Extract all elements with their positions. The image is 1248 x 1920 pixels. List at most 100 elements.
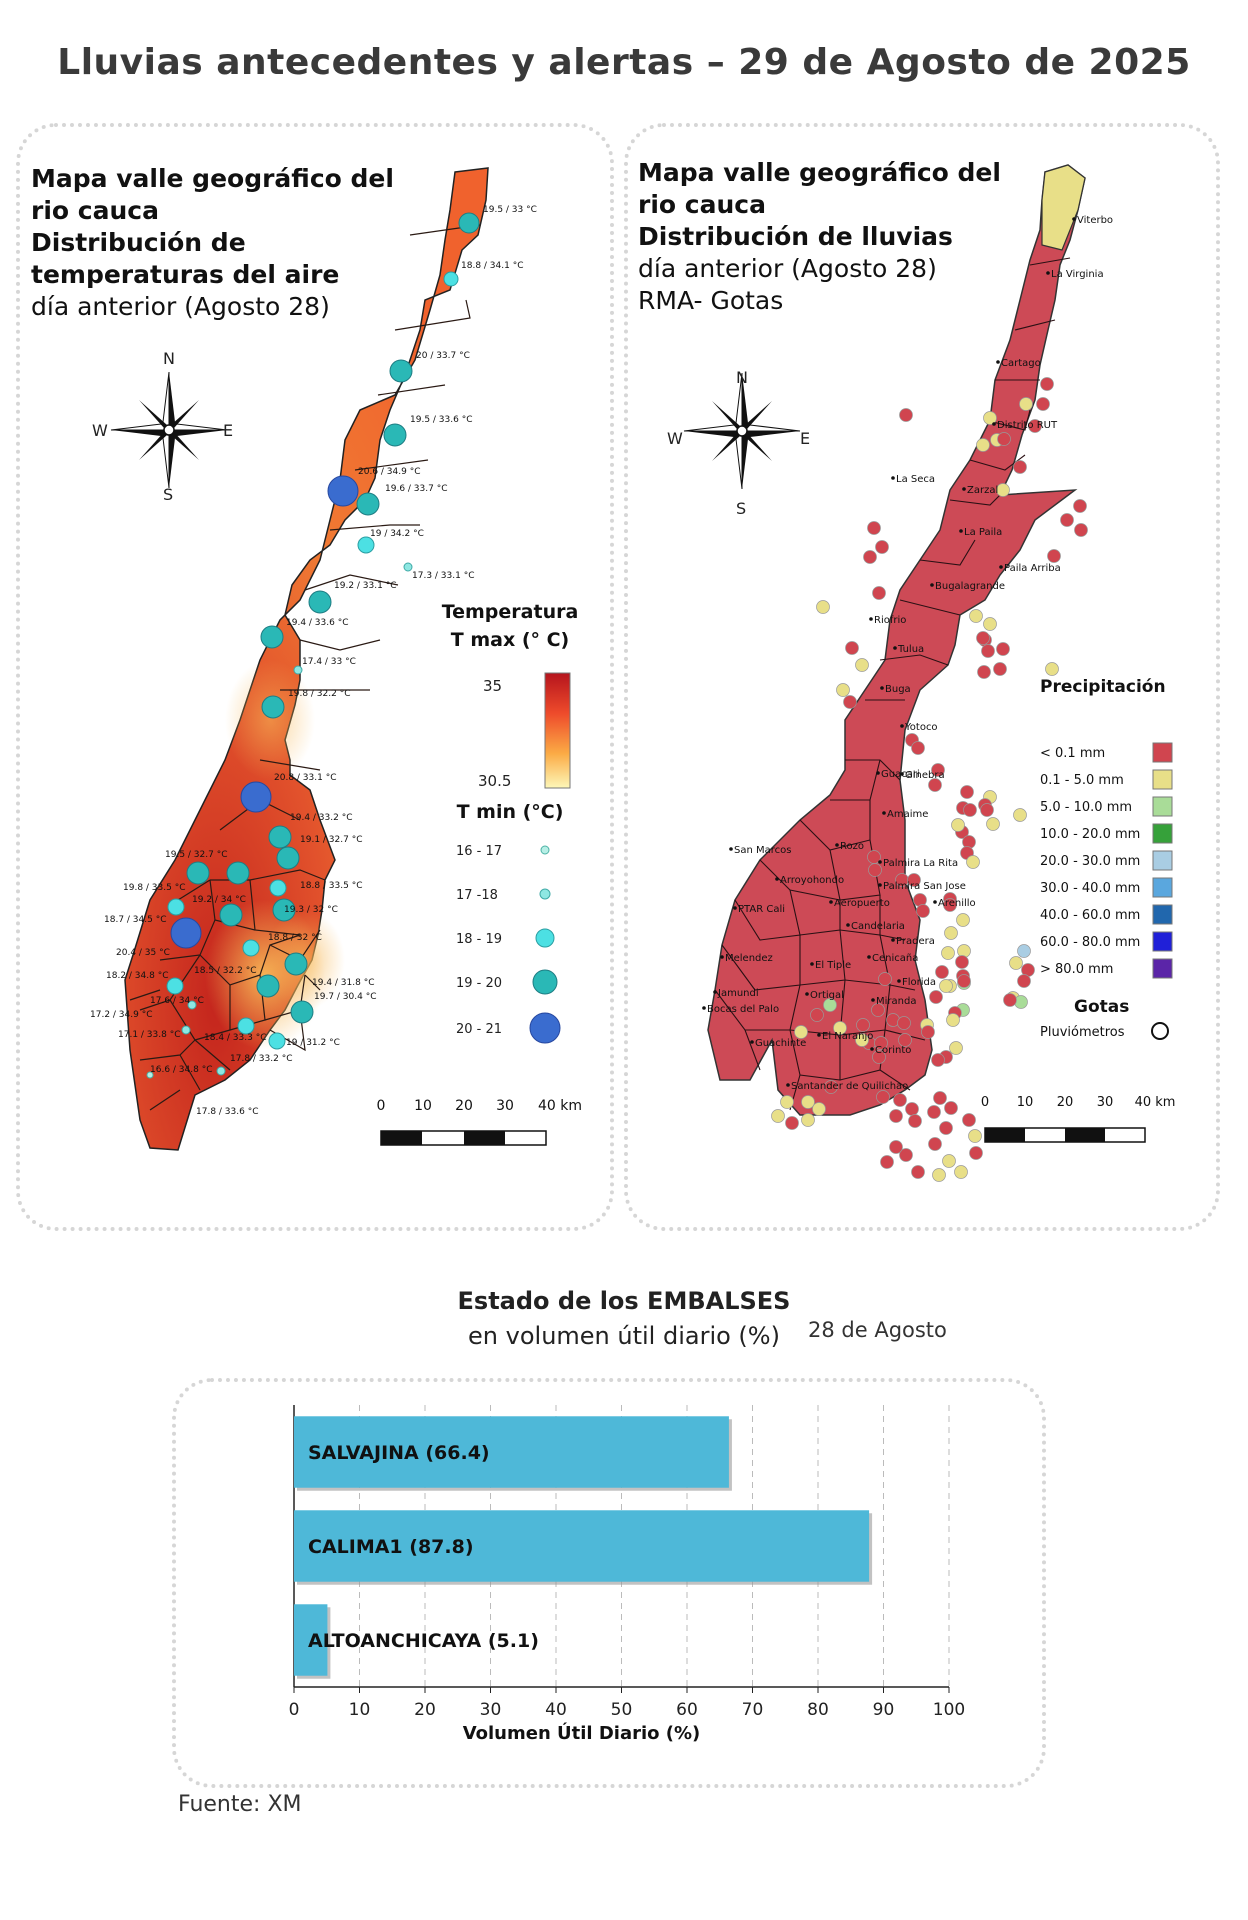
rain-gauge-dot [836,683,850,697]
place-marker [786,1083,790,1087]
rain-gauge-dot [801,1113,815,1127]
place-label: La Virginia [1051,269,1104,280]
station-label: 16.6 / 34.8 °C [150,1065,212,1075]
tmax-legend-min: 30.5 [478,772,511,790]
place-label: Amaime [887,809,928,820]
place-label: Ortigal [810,990,844,1001]
tmax-legend-max: 35 [483,677,502,695]
place-label: Cartago [1001,358,1041,369]
tmin-symbol-4 [532,969,558,995]
rain-gauge-dot [929,990,943,1004]
temperature-stations [146,212,480,1079]
place-label: Guachinte [755,1038,806,1049]
place-marker [900,772,904,776]
rain-gauge-dot [875,540,889,554]
gotas-title: Gotas [1074,997,1129,1017]
place-label: El Naranjo [822,1031,873,1042]
rain-legend-title: Precipitación [1040,677,1166,697]
rain-gauge-dot [956,913,970,927]
place-label: Pradera [896,936,935,947]
rain-gauge-dot [969,609,983,623]
rain-title-line-1: Mapa valle geográfico del [638,158,1001,187]
rain-title-line-2: rio cauca [638,190,766,219]
rain-gauge-dot [816,600,830,614]
place-label: Distrito RUT [997,420,1058,431]
x-tick-label: 50 [611,1700,633,1720]
rain-gauge-dot [968,1129,982,1143]
temperature-station-labels: 19.5 / 33 °C 18.8 / 34.1 °C 20 / 33.7 °C 19… [90,205,537,1117]
station-label: 19.8 / 32.2 °C [288,689,350,699]
tmin-class-1: 16 - 17 [456,844,502,859]
tmin-symbol-3 [535,928,555,948]
rain-gauge-dot [880,1155,894,1169]
rain-legend-swatch [1152,850,1173,871]
rain-gauge-dot [951,818,965,832]
rain-gauge-dot [928,1137,942,1151]
station-label: 19.6 / 33.7 °C [385,484,447,494]
reservoir-bar [294,1604,328,1676]
rain-gauge-dot [897,1016,911,1030]
svg-text:10: 10 [414,1098,432,1114]
rain-compass-e: E [800,429,810,448]
rain-gauge-dot [933,1091,947,1105]
place-label: Corinto [875,1045,911,1056]
rain-gauge-dot [941,946,955,960]
rain-gauge-dot [1003,993,1017,1007]
rain-gauge-dot [911,1165,925,1179]
place-marker [878,883,882,887]
rain-gauge-stations [771,377,1088,1182]
station-label: 18.5 / 32.2 °C [194,966,256,976]
rain-legend-swatch [1152,823,1173,844]
place-marker [805,992,809,996]
compass-e: E [223,421,233,440]
svg-text:40 km: 40 km [538,1098,582,1114]
rain-gauge-dot [962,1113,976,1127]
rain-gauge-dot [949,1041,963,1055]
station-label: 18.8 / 33.5 °C [300,881,362,891]
station-label: 18.8 / 32 °C [268,933,322,943]
rain-gauge-dot [824,1080,838,1094]
place-label: Viterbo [1077,215,1113,226]
place-marker [959,529,963,533]
rain-gauge-dot [981,644,995,658]
compass-w: W [92,421,108,440]
rain-gauge-dot [931,763,945,777]
place-label: El Tiple [815,960,851,971]
rain-gauge-dot [867,521,881,535]
rain-gauge-dot [899,408,913,422]
station-label: 17.8 / 33.6 °C [196,1107,258,1117]
place-marker [891,476,895,480]
station-label: 19 / 34.2 °C [370,529,424,539]
rain-gauge-dot [898,1033,912,1047]
place-marker [713,990,717,994]
x-tick-label: 0 [289,1700,300,1720]
rain-gauge-dot [976,631,990,645]
rain-gauge-dot [856,1018,870,1032]
place-marker [880,686,884,690]
svg-text:30: 30 [496,1098,514,1114]
svg-text:0: 0 [981,1095,989,1110]
rain-gauge-dot [1045,662,1059,676]
place-marker [992,422,996,426]
rain-gauge-dot [823,998,837,1012]
bar-label: SALVAJINA (66.4) [308,1442,490,1464]
rain-legend-label: 30.0 - 40.0 mm [1040,881,1140,896]
tmin-symbol-5 [529,1012,561,1044]
place-marker [867,955,871,959]
rain-legend-label: 20.0 - 30.0 mm [1040,854,1140,869]
place-marker [733,906,737,910]
place-label: Palmira La Rita [883,858,958,869]
place-marker [846,923,850,927]
rain-gauge-dot [1017,974,1031,988]
rain-legend-swatch [1152,958,1173,979]
place-marker [729,847,733,851]
station-label: 19.5 / 33 °C [483,205,537,215]
place-label: Melendez [725,953,773,964]
temp-subtitle: día anterior (Agosto 28) [31,292,330,321]
place-label: San Marcos [734,845,791,856]
rain-legend-swatch [1152,877,1173,898]
tmin-legend-title: T min (°C) [457,801,564,823]
rain-gauge-dot [1009,956,1023,970]
